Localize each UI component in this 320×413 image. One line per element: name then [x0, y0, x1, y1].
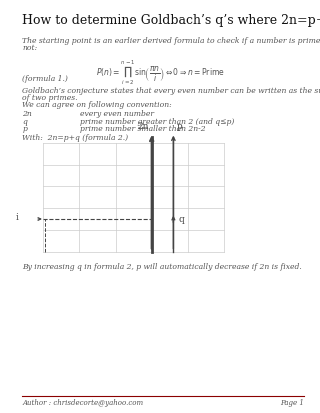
Text: of two primes.: of two primes.: [22, 94, 78, 102]
Text: p: p: [177, 121, 182, 131]
Text: $P(n) = \prod_{i=2}^{n-1} \sin\!\left(\dfrac{\pi n}{i}\right) \Leftrightarrow 0 : $P(n) = \prod_{i=2}^{n-1} \sin\!\left(\d…: [96, 59, 224, 87]
Text: every even number: every even number: [80, 110, 154, 118]
Text: The starting point is an earlier derived formula to check if a number is prime o: The starting point is an earlier derived…: [22, 37, 320, 45]
Text: i: i: [16, 213, 19, 222]
Text: How to determine Goldbach’s q’s where 2n=p+q: How to determine Goldbach’s q’s where 2n…: [22, 14, 320, 27]
Text: We can agree on following convention:: We can agree on following convention:: [22, 101, 172, 109]
Text: q: q: [178, 214, 184, 223]
Text: q: q: [22, 117, 27, 125]
Text: prime number smaller than 2n-2: prime number smaller than 2n-2: [80, 125, 206, 133]
Text: Author : chrisdecorte@yahoo.com: Author : chrisdecorte@yahoo.com: [22, 398, 144, 406]
Text: 2n: 2n: [22, 110, 32, 118]
Text: By increasing q in formula 2, p will automatically decrease if 2n is fixed.: By increasing q in formula 2, p will aut…: [22, 262, 302, 270]
Text: prime number greater than 2 (and q≤p): prime number greater than 2 (and q≤p): [80, 117, 234, 125]
Text: Goldbach’s conjecture states that every even number can be written as the sum: Goldbach’s conjecture states that every …: [22, 87, 320, 95]
Text: not:: not:: [22, 44, 38, 52]
Text: 2n: 2n: [137, 121, 148, 131]
Text: Page 1: Page 1: [280, 398, 304, 406]
Text: (formula 1.): (formula 1.): [22, 74, 68, 82]
Text: p: p: [22, 125, 27, 133]
Text: With:  2n=p+q (formula 2.): With: 2n=p+q (formula 2.): [22, 134, 129, 142]
